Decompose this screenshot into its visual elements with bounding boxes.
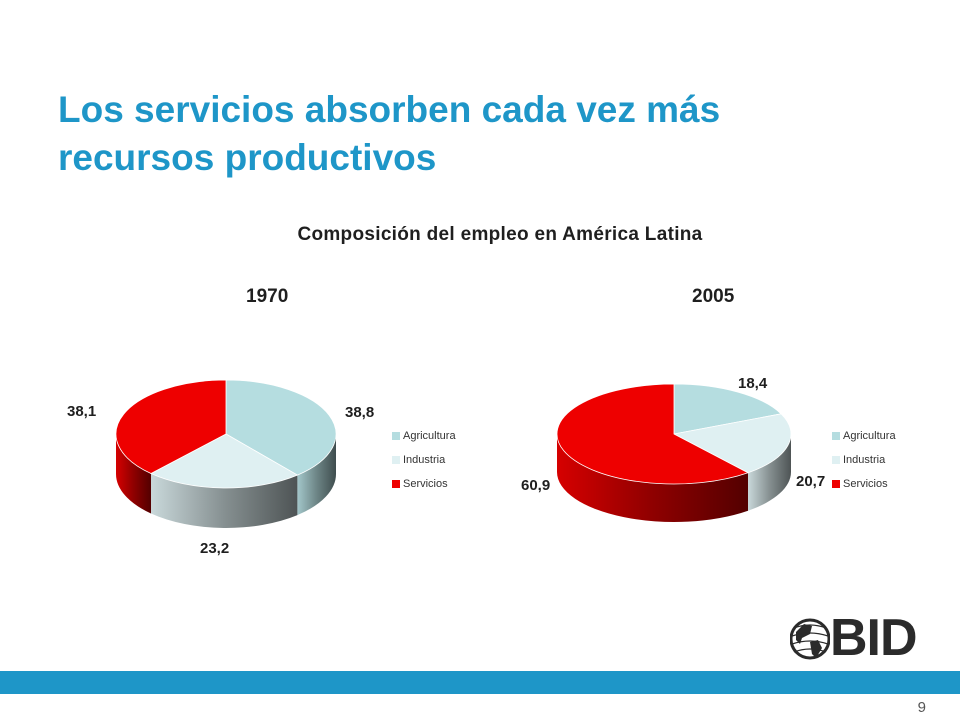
pie-slice-servicios: [115, 379, 227, 474]
data-label-industria: 23,2: [200, 540, 229, 557]
pie-top: [556, 383, 792, 485]
pie-sides: [116, 434, 336, 528]
page-number: 9: [917, 699, 926, 716]
slide-title: Los servicios absorben cada vez más recu…: [58, 86, 918, 182]
legend-label: Agricultura: [403, 430, 456, 442]
legend-2005: Agricultura Industria Servicios: [832, 424, 896, 496]
legend-swatch: [832, 456, 840, 464]
pie-slice-industria: [672, 413, 792, 474]
slide-title-line1: Los servicios absorben cada vez más: [58, 89, 721, 130]
data-label-agricultura: 18,4: [738, 375, 768, 392]
globe-icon: [789, 618, 831, 660]
data-label-servicios: 60,9: [521, 477, 550, 494]
bid-logo: BID: [789, 609, 930, 667]
pie-side-servicios: [557, 434, 749, 522]
pie-slice-industria: [150, 433, 299, 489]
pie-slice-servicios: [556, 383, 750, 485]
legend-item-agricultura: Agricultura: [832, 424, 896, 448]
logo-text: BID: [830, 609, 918, 667]
legend-swatch: [392, 480, 400, 488]
legend-label: Agricultura: [843, 430, 896, 442]
data-label-agricultura: 38,8: [345, 404, 374, 421]
legend-swatch: [832, 432, 840, 440]
footer-bar: [0, 671, 960, 694]
legend-label: Industria: [403, 454, 446, 466]
legend-swatch: [832, 480, 840, 488]
legend-item-servicios: Servicios: [832, 472, 896, 496]
pie-side-servicios: [116, 434, 152, 514]
legend-item-agricultura: Agricultura: [392, 424, 456, 448]
slide-title-line2: recursos productivos: [58, 137, 437, 178]
data-label-industria: 20,7: [796, 473, 825, 490]
legend-swatch: [392, 456, 400, 464]
legend-item-industria: Industria: [392, 448, 456, 472]
data-label-servicios: 38,1: [67, 403, 96, 420]
pie-slice-agricultura: [225, 379, 337, 476]
pie-side-agricultura: [297, 434, 336, 516]
legend-label: Servicios: [843, 478, 888, 490]
legend-1970: Agricultura Industria Servicios: [392, 424, 456, 496]
legend-label: Industria: [843, 454, 886, 466]
pie-side-industria: [151, 473, 298, 528]
legend-label: Servicios: [403, 478, 448, 490]
pie-top: [115, 379, 337, 489]
pie-slice-agricultura: [673, 383, 782, 435]
chart-title: Composición del empleo en América Latina: [297, 224, 703, 245]
legend-swatch: [392, 432, 400, 440]
legend-item-servicios: Servicios: [392, 472, 456, 496]
pie-sides: [557, 434, 791, 522]
legend-item-industria: Industria: [832, 448, 896, 472]
year-label-2005: 2005: [692, 286, 735, 307]
year-label-1970: 1970: [246, 286, 289, 307]
pie-side-industria: [748, 434, 791, 511]
